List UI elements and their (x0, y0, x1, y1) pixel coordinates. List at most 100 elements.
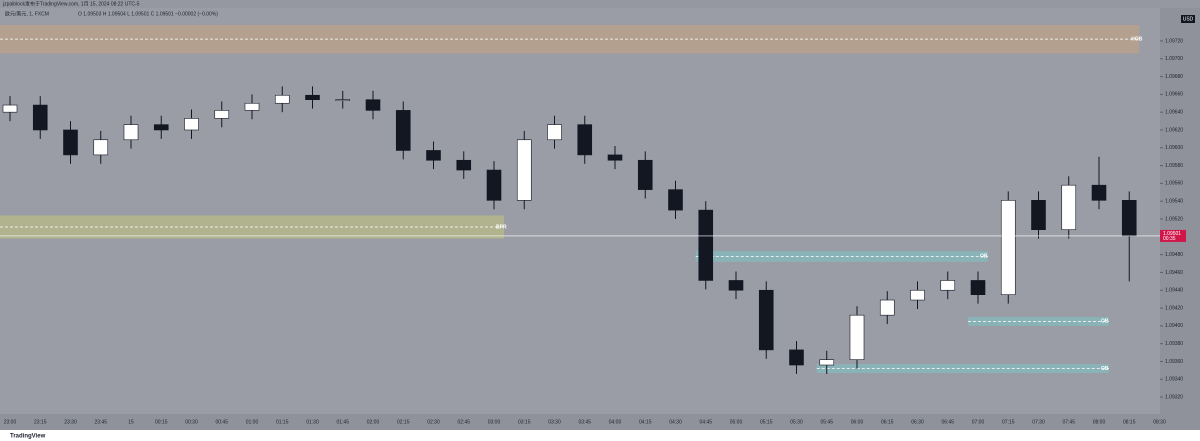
candle-body (879, 299, 895, 316)
y-tick-label: 1.09460 (1165, 270, 1183, 276)
x-tick-label: 06:00 (851, 419, 864, 425)
y-tick-label: 1.09360 (1165, 359, 1183, 365)
x-tick-label: 05:15 (760, 419, 773, 425)
y-tick-label: 1.09480 (1165, 252, 1183, 258)
x-tick-label: 05:45 (820, 419, 833, 425)
x-tick-label: 08:15 (1123, 419, 1136, 425)
candle-body (698, 209, 714, 281)
x-tick-label: 03:15 (518, 419, 531, 425)
candle-body (93, 139, 109, 156)
price-axis (1160, 8, 1200, 414)
y-tick-label: 1.09400 (1165, 323, 1183, 329)
y-tick-label: 1.09560 (1165, 181, 1183, 187)
x-tick-label: 05:30 (790, 419, 803, 425)
candle-body (547, 124, 562, 141)
candle-body (940, 280, 956, 291)
x-tick-label: 02:15 (397, 419, 410, 425)
x-tick-label: 01:30 (306, 419, 319, 425)
x-tick-label: 08:30 (1153, 419, 1166, 425)
y-tick-label: 1.09440 (1165, 288, 1183, 294)
x-tick-label: 00:45 (215, 419, 228, 425)
x-tick-label: 03:45 (578, 419, 591, 425)
plot-area (0, 8, 1160, 414)
y-tick-label: 1.09340 (1165, 377, 1183, 383)
candle-body (668, 189, 683, 211)
x-tick-label: 03:30 (548, 419, 561, 425)
zone-label: OB (1101, 366, 1109, 372)
x-tick-label: 05:00 (730, 419, 743, 425)
candle-body (456, 159, 472, 171)
y-tick-label: 1.09620 (1165, 127, 1183, 133)
candle-body (2, 104, 18, 113)
y-tick-label: 1.09660 (1165, 92, 1183, 98)
candle-body (214, 110, 230, 119)
x-tick-label: 04:30 (669, 419, 682, 425)
y-tick-label: 1.09520 (1165, 216, 1183, 222)
candle-body (1091, 184, 1107, 201)
x-tick-label: 02:00 (367, 419, 380, 425)
x-tick-label: 15 (128, 419, 134, 425)
candle-body (1031, 200, 1046, 230)
zone (0, 24, 1140, 54)
y-tick-label: 1.09700 (1165, 56, 1183, 62)
candle-body (577, 124, 593, 156)
x-tick-label: 07:00 (972, 419, 985, 425)
candle-body (1061, 184, 1077, 230)
ohlc: O 1.09503 H 1.09504 L 1.09501 C 1.09501 … (78, 11, 218, 17)
x-tick-label: 23:00 (4, 419, 17, 425)
candle-body (365, 99, 381, 111)
zone-label: OB (1101, 319, 1109, 325)
candle-body (910, 289, 925, 301)
candle-body (184, 118, 199, 131)
candle-body (758, 289, 774, 351)
x-tick-label: 08:00 (1093, 419, 1106, 425)
countdown: 00:35 (1163, 236, 1176, 242)
x-tick-label: 06:45 (941, 419, 954, 425)
candle-body (637, 159, 653, 190)
currency-box (1181, 15, 1195, 23)
zone-label: OB (980, 254, 988, 260)
x-tick-label: 23:15 (34, 419, 47, 425)
x-tick-label: 01:45 (336, 419, 349, 425)
candle-body (516, 139, 532, 201)
x-tick-label: 07:45 (1062, 419, 1075, 425)
x-tick-label: 07:15 (1002, 419, 1015, 425)
candle-body (32, 104, 48, 131)
x-tick-label: 07:30 (1032, 419, 1045, 425)
x-tick-label: 23:30 (64, 419, 77, 425)
candle-body (486, 169, 502, 201)
candle-body (274, 94, 290, 104)
last-price-label: 1.09501 (1163, 231, 1181, 237)
x-tick-label: 06:30 (911, 419, 924, 425)
candle-body (970, 280, 986, 295)
y-tick-label: 1.09720 (1165, 38, 1183, 44)
candle-body (607, 154, 623, 161)
candle-body (63, 129, 78, 156)
y-tick-label: 1.09320 (1165, 394, 1183, 400)
zone-label: BPR (496, 224, 507, 230)
candle-body (153, 124, 169, 131)
footer-bar (0, 430, 1200, 441)
candle-body (819, 359, 835, 366)
candle-body (426, 150, 441, 161)
y-tick-label: 1.09540 (1165, 199, 1183, 205)
symbol: 欧元/美元, 1, FXCM (5, 10, 49, 17)
x-tick-label: 04:00 (609, 419, 622, 425)
candle-body (1121, 200, 1137, 237)
candle-body (789, 349, 804, 366)
x-tick-label: 02:45 (457, 419, 470, 425)
y-tick-label: 1.09640 (1165, 109, 1183, 115)
candle-body (305, 94, 320, 101)
brand: TradingView (10, 434, 46, 440)
x-tick-label: 00:30 (185, 419, 198, 425)
candle-body (244, 102, 260, 111)
y-tick-label: 1.09420 (1165, 305, 1183, 311)
x-tick-label: 03:00 (488, 419, 501, 425)
x-tick-label: 23:45 (94, 419, 107, 425)
x-tick-label: 01:15 (276, 419, 289, 425)
candle-body (1000, 200, 1016, 295)
x-tick-label: 06:15 (881, 419, 894, 425)
x-tick-label: 04:45 (699, 419, 712, 425)
